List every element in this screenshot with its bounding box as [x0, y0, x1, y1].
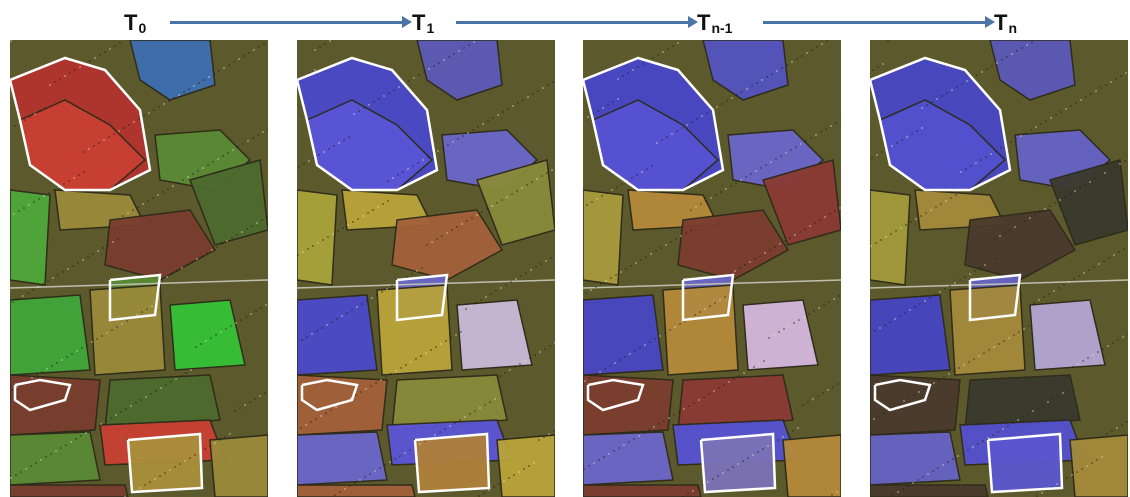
field-parcel — [964, 374, 1081, 431]
field-parcel — [297, 189, 338, 286]
field-parcel — [89, 284, 166, 376]
arrow-t1-tn-1 — [456, 16, 698, 28]
label-tn: Tn — [994, 10, 1018, 36]
field-parcel — [1029, 299, 1106, 371]
road-line — [583, 279, 841, 289]
sar-mosaic — [870, 40, 1128, 497]
field-parcel — [583, 374, 674, 436]
sar-mosaic — [297, 40, 555, 497]
sar-mosaic — [583, 40, 841, 497]
field-parcel — [870, 374, 961, 436]
arrow-tn-1-tn — [763, 16, 995, 28]
field-outline — [395, 273, 449, 322]
sar-image-tn-1 — [583, 40, 841, 497]
field-parcel — [583, 189, 624, 286]
field-parcel — [964, 209, 1077, 281]
field-outline — [10, 56, 152, 192]
field-parcel — [297, 294, 378, 376]
field-outline — [108, 273, 162, 322]
field-outline — [126, 432, 204, 494]
field-parcel — [1069, 434, 1128, 497]
field-parcel — [391, 209, 504, 281]
field-outline — [586, 378, 645, 412]
field-parcel — [169, 299, 246, 371]
field-parcel — [583, 294, 664, 376]
field-parcel — [391, 374, 508, 431]
field-parcel — [297, 484, 416, 497]
field-parcel — [416, 40, 503, 101]
field-parcel — [782, 434, 841, 497]
field-parcel — [677, 374, 794, 431]
field-parcel — [870, 484, 989, 497]
field-parcel — [496, 434, 555, 497]
field-outline — [583, 56, 725, 192]
field-outline — [13, 378, 72, 412]
field-parcel — [870, 294, 951, 376]
field-parcel — [129, 40, 216, 101]
field-parcel — [297, 374, 388, 436]
field-parcel — [104, 209, 217, 281]
label-t1: T1 — [412, 10, 435, 36]
field-parcel — [104, 374, 221, 431]
sar-image-t1 — [297, 40, 555, 497]
field-outline — [968, 273, 1022, 322]
field-parcel — [209, 434, 268, 497]
field-parcel — [987, 433, 1063, 493]
label-tn-1: Tn-1 — [697, 10, 733, 36]
field-outline — [681, 273, 735, 322]
field-parcel — [414, 433, 490, 493]
field-parcel — [677, 209, 790, 281]
sar-image-t0 — [10, 40, 268, 497]
field-parcel — [989, 40, 1076, 101]
field-parcel — [870, 189, 911, 286]
field-parcel — [662, 284, 739, 376]
field-outline — [986, 432, 1064, 494]
field-parcel — [870, 431, 961, 486]
field-parcel — [10, 189, 51, 286]
sar-image-tn — [870, 40, 1128, 497]
field-parcel — [10, 431, 101, 486]
road-line — [870, 279, 1128, 289]
field-outline — [873, 378, 932, 412]
field-parcel — [742, 299, 819, 371]
field-outline — [300, 378, 359, 412]
field-parcel — [10, 484, 129, 497]
field-parcel — [583, 484, 702, 497]
sar-mosaic — [10, 40, 268, 497]
arrow-t0-t1 — [170, 16, 412, 28]
field-outline — [297, 56, 439, 192]
field-parcel — [10, 294, 91, 376]
field-parcel — [10, 374, 101, 436]
field-parcel — [376, 284, 453, 376]
field-outline — [699, 432, 777, 494]
field-parcel — [949, 284, 1026, 376]
field-parcel — [189, 159, 268, 246]
field-parcel — [1049, 159, 1128, 246]
field-parcel — [127, 433, 203, 493]
field-outline — [870, 56, 1012, 192]
field-parcel — [456, 299, 533, 371]
road-line — [10, 279, 268, 289]
label-t0: T0 — [124, 10, 147, 36]
field-parcel — [297, 431, 388, 486]
field-parcel — [476, 159, 555, 246]
road-line — [297, 279, 555, 289]
field-parcel — [702, 40, 789, 101]
field-outline — [413, 432, 491, 494]
field-parcel — [583, 431, 674, 486]
field-parcel — [762, 159, 841, 246]
